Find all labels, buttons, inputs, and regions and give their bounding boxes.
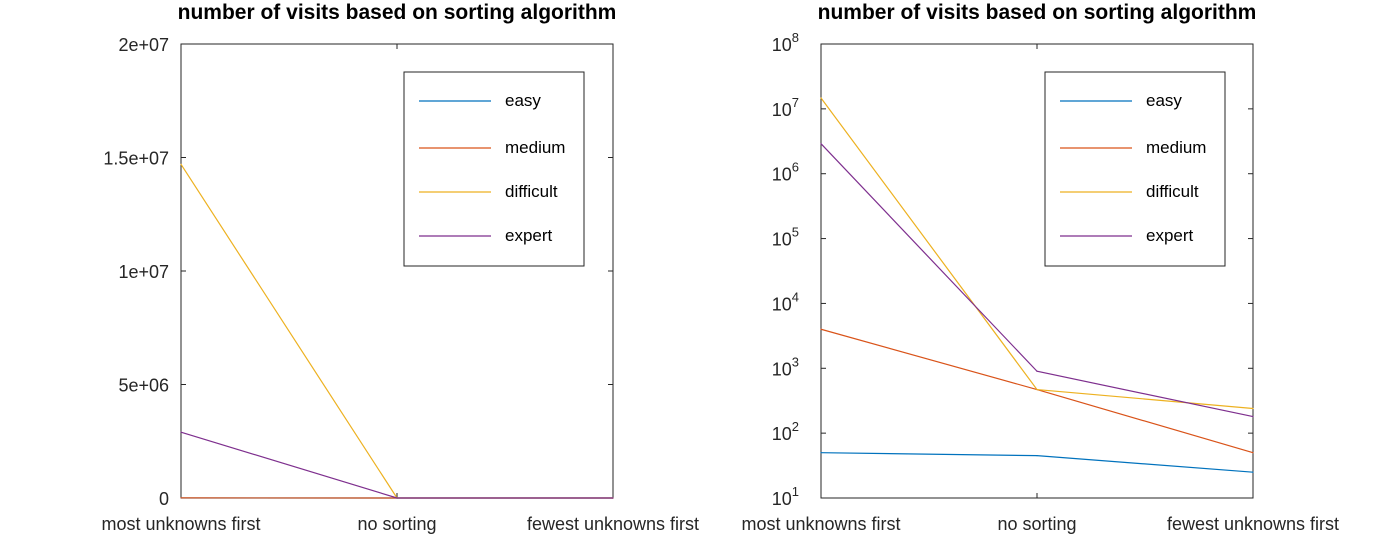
data-point-difficult <box>1252 407 1254 410</box>
y-tick-base: 10 <box>772 424 792 444</box>
legend-box <box>1044 71 1226 267</box>
x-tick-label: most unknowns first <box>101 514 260 534</box>
y-tick-label: 1.5e+07 <box>103 149 169 169</box>
y-tick-exponent: 3 <box>792 354 799 369</box>
data-point-expert <box>820 143 822 145</box>
legend-label-easy: easy <box>1146 91 1182 110</box>
y-tick-base: 10 <box>772 35 792 55</box>
y-tick-base: 10 <box>772 359 792 379</box>
series-line-expert <box>180 431 614 499</box>
legend-label-medium: medium <box>505 138 565 157</box>
y-tick-label: 1e+07 <box>118 262 169 282</box>
data-point-expert <box>1252 415 1254 418</box>
legend-label-easy: easy <box>505 91 541 110</box>
y-tick-label: 101 <box>772 484 799 509</box>
y-tick-base: 10 <box>772 165 792 185</box>
legend-box <box>403 71 585 267</box>
x-tick-label: no sorting <box>997 514 1076 534</box>
y-tick-exponent: 7 <box>792 95 799 110</box>
y-tick-exponent: 4 <box>792 289 799 304</box>
y-tick-exponent: 6 <box>792 160 799 175</box>
y-tick-exponent: 8 <box>792 30 799 45</box>
legend-label-difficult: difficult <box>505 182 558 201</box>
legend-label-medium: medium <box>1146 138 1206 157</box>
data-point-easy <box>1252 471 1254 473</box>
data-point-expert <box>396 497 398 499</box>
chart-panel-1: number of visits based on sorting algori… <box>101 1 699 534</box>
chart-title: number of visits based on sorting algori… <box>178 1 617 24</box>
data-point-difficult <box>180 163 182 165</box>
y-tick-base: 10 <box>772 230 792 250</box>
x-tick-label: no sorting <box>357 514 436 534</box>
chart-panel-2: number of visits based on sorting algori… <box>741 1 1339 534</box>
y-tick-label: 105 <box>772 225 799 250</box>
y-tick-exponent: 5 <box>792 225 799 240</box>
legend: easy medium difficult expert <box>403 71 585 267</box>
y-tick-label: 102 <box>772 419 799 444</box>
y-tick-exponent: 1 <box>792 484 799 499</box>
y-tick-base: 10 <box>772 489 792 509</box>
data-point-expert <box>612 497 614 499</box>
chart-title: number of visits based on sorting algori… <box>818 1 1257 24</box>
y-tick-base: 10 <box>772 100 792 120</box>
legend-label-difficult: difficult <box>1146 182 1199 201</box>
data-point-medium <box>180 497 182 499</box>
data-point-easy <box>1036 455 1038 457</box>
series-line-medium <box>820 328 1254 454</box>
data-point-expert <box>180 431 182 433</box>
data-point-medium <box>1252 452 1254 454</box>
data-point-difficult <box>1036 388 1038 391</box>
data-point-easy <box>820 452 822 454</box>
legend: easy medium difficult expert <box>1044 71 1226 267</box>
y-tick-label: 107 <box>772 95 799 120</box>
y-tick-label: 5e+06 <box>118 376 169 396</box>
data-point-medium <box>820 328 822 330</box>
legend-label-expert: expert <box>1146 226 1194 245</box>
y-tick-label: 2e+07 <box>118 35 169 55</box>
legend-label-expert: expert <box>505 226 553 245</box>
data-point-expert <box>1036 370 1038 372</box>
x-tick-label: fewest unknowns first <box>527 514 699 534</box>
y-tick-label: 0 <box>159 489 169 509</box>
y-tick-label: 106 <box>772 160 799 185</box>
y-tick-label: 104 <box>772 289 799 314</box>
y-tick-label: 108 <box>772 30 799 55</box>
y-tick-base: 10 <box>772 294 792 314</box>
x-tick-label: fewest unknowns first <box>1167 514 1339 534</box>
data-point-difficult <box>820 97 822 99</box>
x-tick-label: most unknowns first <box>741 514 900 534</box>
y-tick-label: 103 <box>772 354 799 379</box>
y-tick-exponent: 2 <box>792 419 799 434</box>
